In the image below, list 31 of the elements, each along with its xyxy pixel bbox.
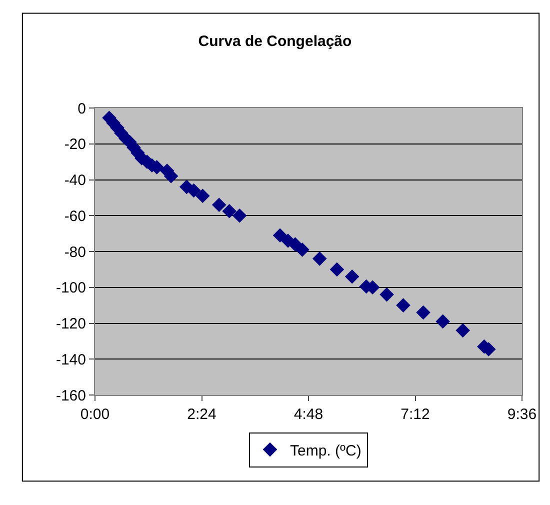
y-tick-label: -160 bbox=[56, 387, 86, 404]
y-tick-label: -140 bbox=[56, 351, 86, 368]
x-tick-label: 7:12 bbox=[400, 406, 430, 423]
x-tick-label: 9:36 bbox=[507, 406, 537, 423]
y-tick-label: -120 bbox=[56, 316, 86, 332]
x-tick-label: 2:24 bbox=[187, 406, 216, 423]
point bbox=[456, 323, 470, 338]
point bbox=[436, 314, 450, 329]
point bbox=[186, 183, 201, 198]
chart-title: Curva de Congelação bbox=[198, 32, 352, 50]
x-tick-label: 0:00 bbox=[80, 406, 110, 423]
legend-label: Temp. (ºC) bbox=[290, 442, 362, 460]
point bbox=[212, 198, 226, 212]
y-tick-label: -60 bbox=[64, 208, 86, 225]
point bbox=[195, 188, 210, 204]
point bbox=[272, 228, 288, 243]
y-tick-label: 0 bbox=[78, 100, 86, 118]
x-tick-label: 4:48 bbox=[294, 406, 324, 423]
y-tick-label: -80 bbox=[64, 244, 86, 261]
point bbox=[330, 262, 344, 277]
point bbox=[416, 305, 430, 320]
point bbox=[232, 208, 247, 223]
point bbox=[344, 269, 360, 284]
point bbox=[312, 252, 327, 266]
point bbox=[222, 204, 236, 218]
point bbox=[396, 298, 410, 312]
y-tick-label: -100 bbox=[56, 280, 86, 297]
point bbox=[380, 287, 394, 302]
point bbox=[295, 242, 310, 257]
y-tick-label: -20 bbox=[64, 136, 86, 154]
y-tick-label: -40 bbox=[64, 172, 86, 189]
